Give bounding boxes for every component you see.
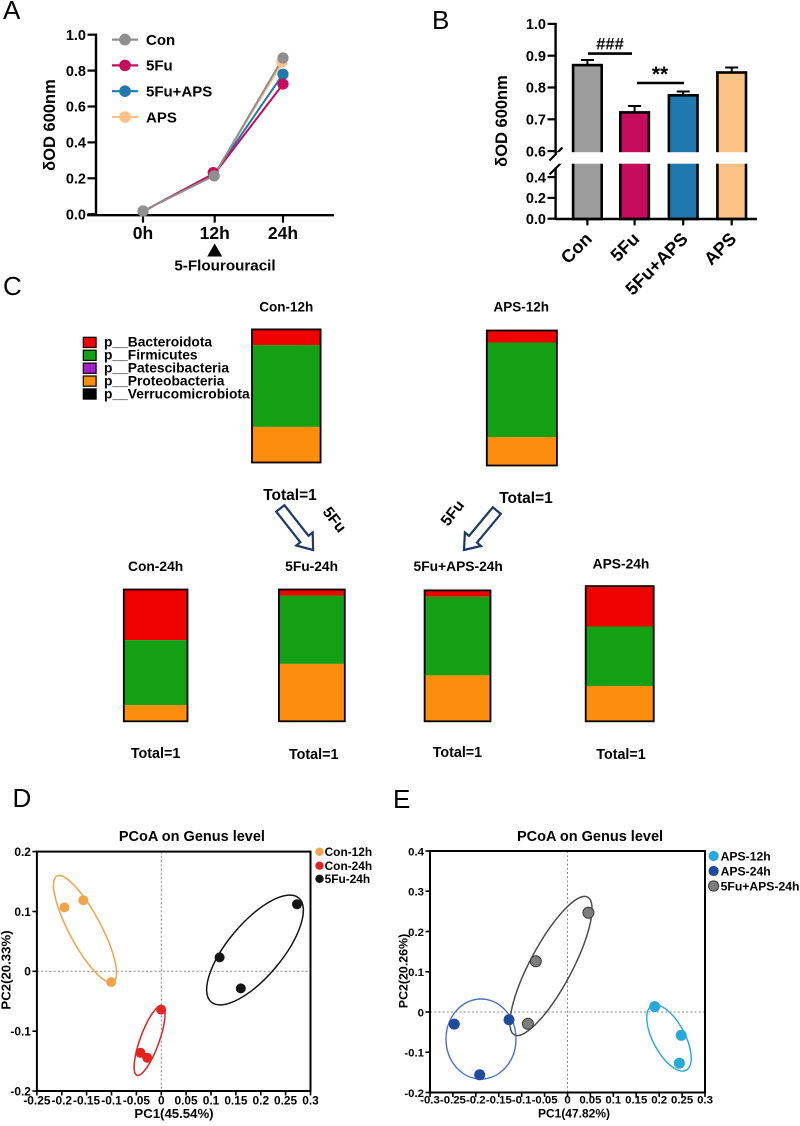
svg-text:5Fu-24h: 5Fu-24h: [325, 872, 371, 886]
svg-text:δOD 600nm: δOD 600nm: [41, 79, 59, 171]
svg-text:Con-24h: Con-24h: [128, 559, 183, 574]
svg-text:24h: 24h: [268, 223, 298, 243]
svg-text:0.15: 0.15: [224, 1094, 248, 1108]
svg-text:APS-12h: APS-12h: [721, 849, 771, 863]
svg-text:0.4: 0.4: [526, 170, 546, 186]
svg-text:p__Verrucomicrobiota: p__Verrucomicrobiota: [104, 386, 250, 401]
svg-text:0.4: 0.4: [408, 846, 424, 858]
svg-text:5Fu+APS-24h: 5Fu+APS-24h: [721, 879, 800, 893]
svg-text:Total=1: Total=1: [131, 746, 180, 762]
svg-text:5Fu+APS-24h: 5Fu+APS-24h: [414, 559, 503, 574]
svg-text:5-Flourouracil: 5-Flourouracil: [174, 258, 275, 275]
svg-text:0.2: 0.2: [253, 1094, 270, 1108]
svg-text:0.3: 0.3: [697, 1095, 713, 1107]
svg-text:Con-12h: Con-12h: [259, 300, 313, 315]
svg-text:p__Proteobacteria: p__Proteobacteria: [104, 373, 225, 388]
svg-text:0.2: 0.2: [526, 191, 546, 207]
svg-text:0: 0: [564, 1095, 570, 1107]
svg-text:0.2: 0.2: [66, 172, 86, 188]
svg-text:E: E: [393, 784, 410, 814]
svg-text:APS-24h: APS-24h: [721, 864, 771, 878]
svg-text:**: **: [652, 63, 669, 86]
svg-text:0.3: 0.3: [408, 887, 424, 899]
svg-text:p__Bacteroidota: p__Bacteroidota: [104, 335, 212, 350]
svg-text:Con-24h: Con-24h: [325, 859, 373, 873]
svg-text:Total=1: Total=1: [433, 745, 482, 761]
svg-text:0.1: 0.1: [203, 1094, 220, 1108]
svg-text:0.1: 0.1: [14, 905, 31, 919]
svg-text:0.6: 0.6: [66, 100, 86, 116]
svg-text:-0.1: -0.1: [10, 1025, 31, 1039]
svg-text:PC1(47.82%): PC1(47.82%): [538, 1107, 610, 1121]
svg-text:0.1: 0.1: [408, 967, 424, 979]
svg-text:12h: 12h: [200, 223, 230, 243]
svg-text:0.05: 0.05: [175, 1094, 199, 1108]
svg-text:0.4: 0.4: [66, 136, 86, 152]
svg-text:0.8: 0.8: [526, 81, 546, 97]
svg-text:PC2(20.26%): PC2(20.26%): [397, 934, 411, 1008]
svg-text:Con: Con: [146, 32, 175, 49]
svg-text:APS-12h: APS-12h: [494, 300, 550, 315]
svg-text:D: D: [13, 783, 32, 813]
svg-text:0.7: 0.7: [526, 113, 546, 129]
svg-text:PC1(45.54%): PC1(45.54%): [134, 1106, 213, 1121]
svg-text:APS-24h: APS-24h: [593, 557, 650, 572]
svg-text:Total=1: Total=1: [499, 490, 553, 507]
svg-text:A: A: [3, 0, 21, 25]
svg-text:0.2: 0.2: [651, 1095, 667, 1107]
svg-text:C: C: [3, 271, 22, 301]
svg-text:0.25: 0.25: [671, 1095, 694, 1107]
svg-text:-0.1: -0.1: [101, 1094, 122, 1108]
svg-text:APS: APS: [146, 109, 177, 126]
svg-text:δOD 600nm: δOD 600nm: [493, 75, 511, 167]
svg-text:-0.2: -0.2: [52, 1094, 73, 1108]
svg-text:PCoA on Genus level: PCoA on Genus level: [517, 829, 663, 845]
svg-text:-0.05: -0.05: [123, 1094, 150, 1108]
svg-text:Con-12h: Con-12h: [325, 845, 373, 859]
svg-text:0.05: 0.05: [579, 1095, 602, 1107]
svg-text:0.6: 0.6: [526, 144, 546, 160]
svg-text:-0.1: -0.1: [512, 1095, 532, 1107]
svg-text:5Fu+APS: 5Fu+APS: [146, 84, 212, 101]
svg-text:###: ###: [596, 36, 624, 54]
svg-text:0.0: 0.0: [66, 207, 86, 223]
svg-text:-0.2: -0.2: [404, 1088, 424, 1100]
svg-text:0.15: 0.15: [625, 1095, 648, 1107]
svg-text:5Fu-24h: 5Fu-24h: [285, 559, 338, 574]
svg-text:0.3: 0.3: [302, 1094, 319, 1108]
svg-text:p__Firmicutes: p__Firmicutes: [104, 348, 198, 363]
svg-text:0: 0: [158, 1094, 165, 1108]
svg-text:-0.2: -0.2: [10, 1084, 31, 1098]
svg-text:0.8: 0.8: [66, 64, 86, 80]
svg-text:0h: 0h: [133, 223, 153, 243]
svg-text:-0.05: -0.05: [532, 1095, 559, 1107]
svg-text:-0.25: -0.25: [23, 1094, 50, 1108]
svg-text:-0.1: -0.1: [404, 1048, 424, 1060]
svg-text:0.0: 0.0: [526, 212, 546, 228]
svg-text:0.2: 0.2: [14, 845, 31, 859]
svg-text:5Fu: 5Fu: [146, 58, 173, 75]
svg-text:p__Patescibacteria: p__Patescibacteria: [104, 361, 229, 376]
svg-text:Total=1: Total=1: [289, 747, 338, 763]
svg-text:-0.2: -0.2: [466, 1095, 486, 1107]
svg-text:0: 0: [24, 965, 31, 979]
svg-text:-0.15: -0.15: [486, 1095, 513, 1107]
svg-text:0: 0: [418, 1007, 424, 1019]
svg-text:1.0: 1.0: [526, 17, 546, 33]
svg-text:1.0: 1.0: [66, 28, 86, 44]
svg-text:0.1: 0.1: [605, 1095, 621, 1107]
svg-text:B: B: [432, 5, 449, 35]
svg-text:0.9: 0.9: [526, 49, 546, 65]
svg-text:-0.15: -0.15: [73, 1094, 100, 1108]
svg-text:0.2: 0.2: [408, 927, 424, 939]
svg-text:PC2(20.33%): PC2(20.33%): [0, 930, 14, 1009]
svg-text:Total=1: Total=1: [596, 747, 645, 763]
svg-text:PCoA on Genus level: PCoA on Genus level: [119, 829, 265, 845]
svg-text:Total=1: Total=1: [263, 487, 317, 504]
svg-text:-0.25: -0.25: [440, 1095, 467, 1107]
svg-text:0.25: 0.25: [274, 1094, 298, 1108]
svg-text:-0.3: -0.3: [420, 1095, 440, 1107]
